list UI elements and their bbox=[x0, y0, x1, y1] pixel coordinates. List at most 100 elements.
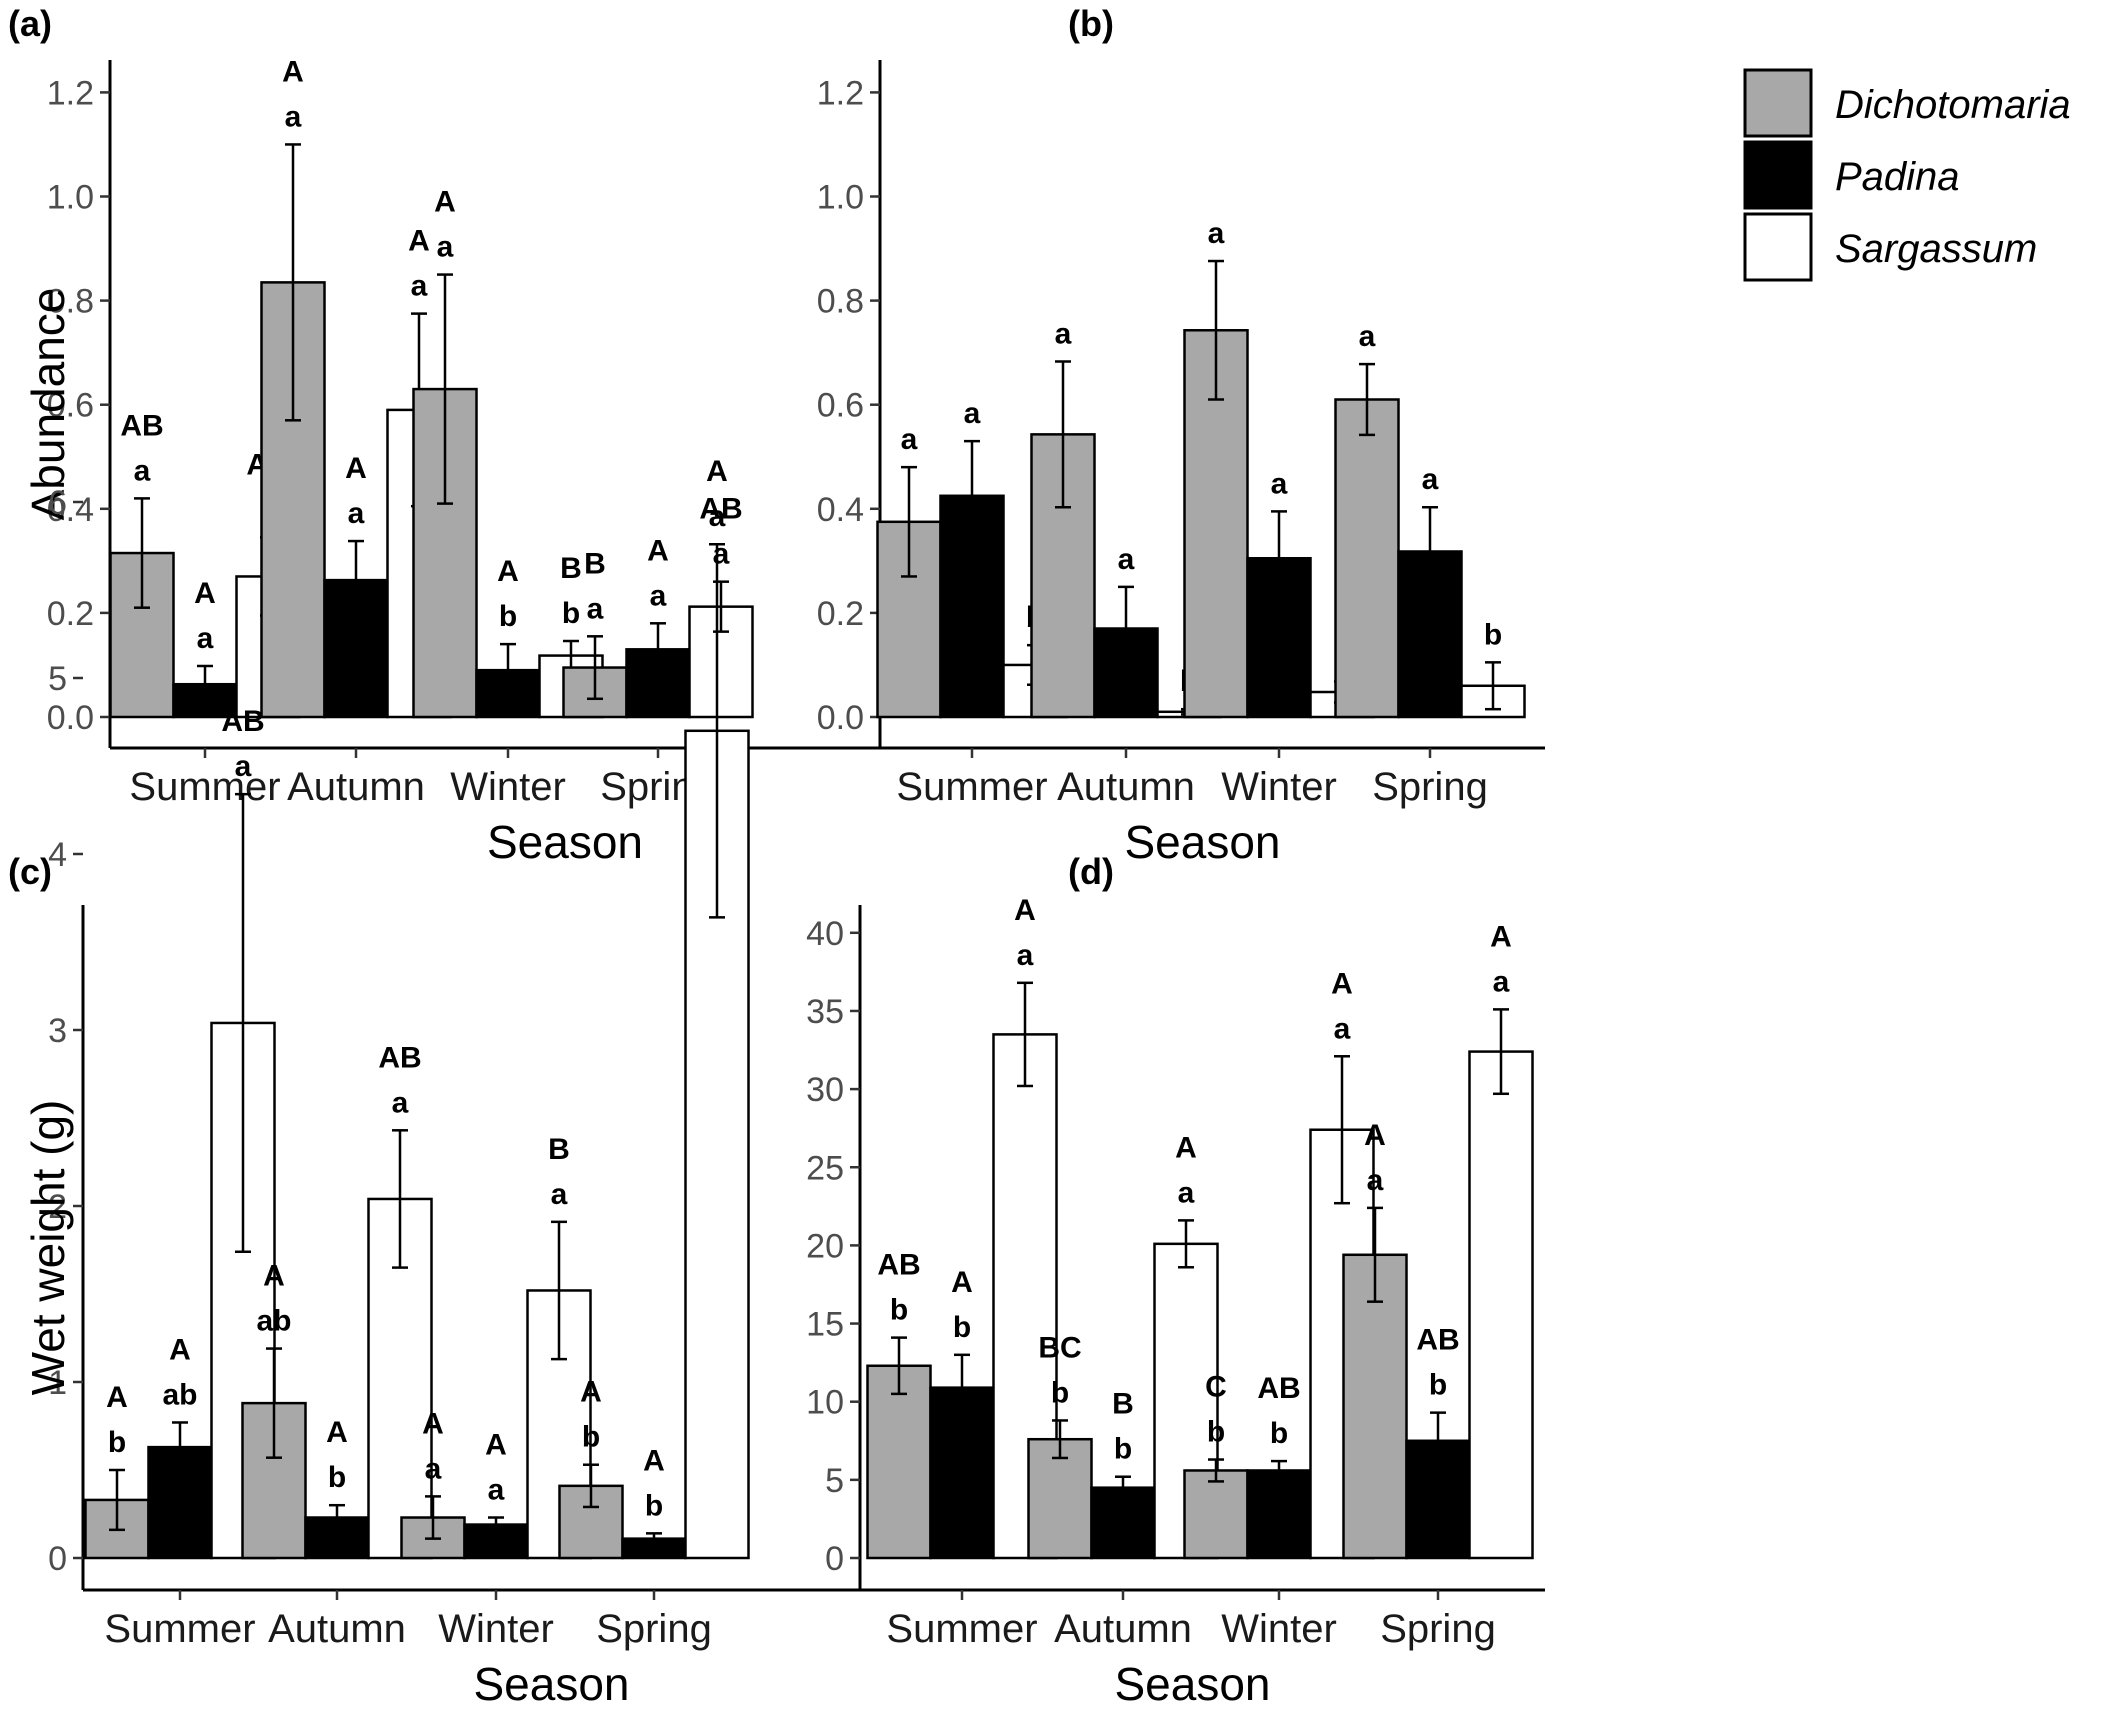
significance-letter-upper: A bbox=[434, 186, 456, 219]
significance-letter-lower: a bbox=[197, 622, 214, 655]
error-bar bbox=[1052, 1419, 1068, 1460]
y-tick-label: 0.2 bbox=[47, 595, 94, 633]
significance-letter-lower: b bbox=[499, 600, 517, 633]
significance-letter-upper: A bbox=[951, 1266, 973, 1299]
error-bar bbox=[392, 1129, 408, 1269]
bar bbox=[1334, 398, 1400, 719]
error-bar bbox=[1208, 1458, 1224, 1483]
significance-letter-upper: A bbox=[1014, 894, 1036, 927]
significance-letter-lower: a bbox=[437, 231, 454, 264]
error-bar bbox=[709, 542, 725, 919]
error-bar bbox=[1334, 1055, 1350, 1205]
x-tick-label: Autumn bbox=[1057, 765, 1195, 809]
y-tick-label: 40 bbox=[806, 915, 844, 953]
x-tick-label: Summer bbox=[129, 765, 280, 809]
significance-letter-upper: AB bbox=[877, 1249, 920, 1282]
x-tick-label: Summer bbox=[896, 765, 1047, 809]
error-bar bbox=[964, 439, 980, 552]
significance-letter-upper: A bbox=[282, 55, 304, 88]
significance-letter-upper: BC bbox=[1038, 1331, 1081, 1364]
significance-letter-upper: A bbox=[422, 1407, 444, 1440]
y-tick-label: 0.4 bbox=[817, 491, 864, 529]
significance-letter-upper: A bbox=[485, 1429, 507, 1462]
error-bar bbox=[650, 622, 666, 677]
significance-letter-lower: a bbox=[392, 1086, 409, 1119]
significance-letter-upper: A bbox=[647, 534, 669, 567]
error-bar bbox=[488, 1516, 504, 1533]
y-tick-label: 0.4 bbox=[47, 491, 94, 529]
error-bar bbox=[197, 664, 213, 704]
y-tick-label: 4 bbox=[48, 836, 67, 874]
y-tick-label: 6 bbox=[48, 484, 67, 522]
significance-letter-upper: A bbox=[643, 1444, 665, 1477]
significance-letter-upper: A bbox=[194, 577, 216, 610]
y-tick-label: 20 bbox=[806, 1227, 844, 1265]
legend-label: Sargassum bbox=[1835, 227, 2037, 271]
significance-letter-upper: B bbox=[560, 552, 582, 585]
x-tick-label: Autumn bbox=[1054, 1607, 1192, 1651]
error-bar bbox=[1430, 1411, 1446, 1471]
significance-letter-lower: a bbox=[1118, 543, 1135, 576]
x-tick-label: Summer bbox=[104, 1607, 255, 1651]
error-bar bbox=[1055, 360, 1071, 509]
bar bbox=[1468, 1050, 1534, 1560]
y-tick-label: 5 bbox=[825, 1462, 844, 1500]
significance-letter-lower: a bbox=[650, 579, 667, 612]
significance-letter-upper: A bbox=[1490, 920, 1512, 953]
error-bar bbox=[266, 1347, 282, 1459]
bar bbox=[929, 1386, 995, 1560]
y-tick-label: 15 bbox=[806, 1306, 844, 1344]
y-tick-label: 35 bbox=[806, 993, 844, 1031]
significance-letter-lower: a bbox=[488, 1474, 505, 1507]
error-bar bbox=[285, 143, 301, 422]
x-axis-title: Season bbox=[473, 1658, 629, 1710]
x-axis-title: Season bbox=[1124, 816, 1280, 868]
significance-letter-upper: A bbox=[169, 1333, 191, 1366]
y-tick-label: 5 bbox=[48, 660, 67, 698]
legend-swatch bbox=[1743, 212, 1813, 282]
y-tick-label: 0 bbox=[48, 1540, 67, 1578]
legend-label: Dichotomaria bbox=[1835, 83, 2071, 127]
y-tick-label: 0 bbox=[825, 1540, 844, 1578]
significance-letter-upper: A bbox=[408, 225, 430, 258]
significance-letter-lower: b bbox=[108, 1426, 126, 1459]
y-tick-label: 25 bbox=[806, 1149, 844, 1187]
significance-letter-lower: b bbox=[582, 1421, 600, 1454]
x-tick-label: Winter bbox=[1221, 1607, 1337, 1651]
significance-letter-lower: a bbox=[964, 397, 981, 430]
significance-letter-upper: C bbox=[1205, 1371, 1227, 1404]
significance-letter-lower: a bbox=[709, 500, 726, 533]
significance-letter-upper: A bbox=[1175, 1131, 1197, 1164]
y-tick-label: 10 bbox=[806, 1384, 844, 1422]
y-tick-label: 1.2 bbox=[47, 74, 94, 112]
error-bar bbox=[109, 1468, 125, 1532]
significance-letter-lower: a bbox=[1055, 317, 1072, 350]
y-tick-label: 2 bbox=[48, 1188, 67, 1226]
x-tick-label: Spring bbox=[1372, 765, 1488, 809]
error-bar bbox=[1017, 981, 1033, 1088]
y-tick-label: 1.0 bbox=[47, 179, 94, 217]
significance-letter-lower: b bbox=[1484, 618, 1502, 651]
significance-letter-lower: a bbox=[1422, 463, 1439, 496]
significance-letter-lower: a bbox=[1271, 467, 1288, 500]
significance-letter-lower: b bbox=[890, 1294, 908, 1327]
error-bar bbox=[713, 580, 729, 633]
y-axis-title: Wet weight (g) bbox=[22, 1100, 74, 1396]
y-tick-label: 30 bbox=[806, 1071, 844, 1109]
error-bar bbox=[1367, 1206, 1383, 1303]
significance-letter-lower: ab bbox=[256, 1305, 291, 1338]
panel-label: (d) bbox=[1068, 851, 1114, 892]
significance-letter-upper: B bbox=[584, 547, 606, 580]
significance-letter-lower: a bbox=[551, 1178, 568, 1211]
x-tick-label: Winter bbox=[450, 765, 566, 809]
significance-letter-lower: b bbox=[1114, 1433, 1132, 1466]
significance-letter-lower: b bbox=[328, 1461, 346, 1494]
panel-b: (b) 0.0 0.2 0.4 0.6 0.8 1.0 1.2 Summer Autumn Wint… bbox=[817, 3, 1545, 868]
significance-letter-lower: a bbox=[1334, 1012, 1351, 1045]
error-bar bbox=[891, 1336, 907, 1396]
significance-letter-lower: ab bbox=[162, 1378, 197, 1411]
significance-letter-lower: b bbox=[1051, 1376, 1069, 1409]
significance-letter-lower: a bbox=[134, 454, 151, 487]
significance-letter-lower: b bbox=[1429, 1369, 1447, 1402]
significance-letter-upper: A bbox=[580, 1376, 602, 1409]
